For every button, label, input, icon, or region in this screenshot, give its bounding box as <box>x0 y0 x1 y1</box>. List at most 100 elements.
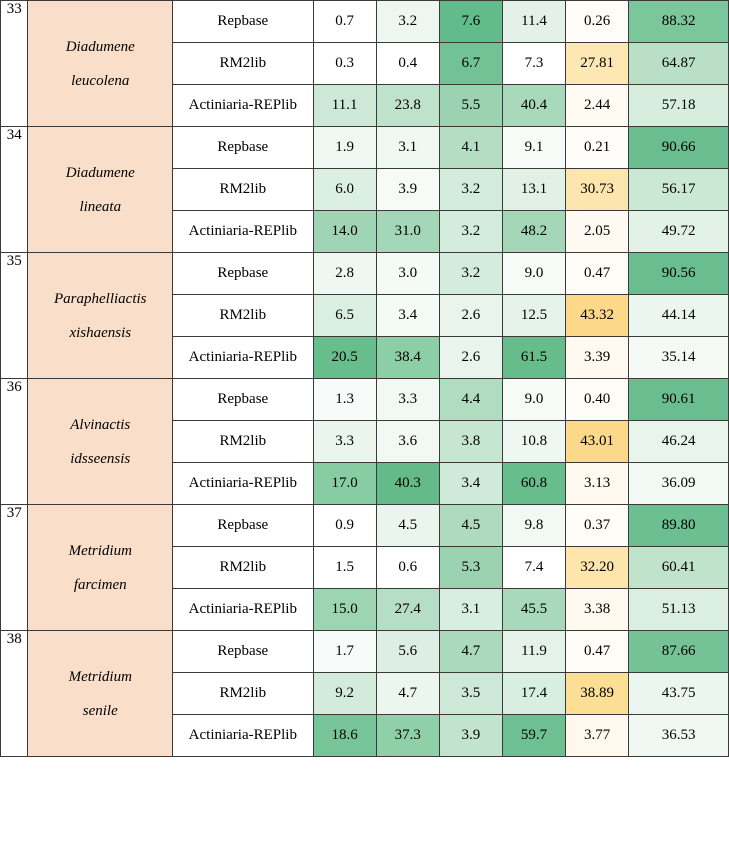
value-cell: 60.41 <box>628 546 729 589</box>
value-cell: 49.72 <box>628 210 729 253</box>
library-name: RM2lib <box>172 420 314 463</box>
library-name: RM2lib <box>172 294 314 337</box>
value-cell: 57.18 <box>628 84 729 127</box>
value-cell: 2.8 <box>312 252 377 295</box>
value-cell: 3.5 <box>438 672 503 715</box>
value-cell: 88.32 <box>628 0 729 43</box>
results-table: 33 Diadumene leucolena Repbase 0.7 3.2 7.6 11.4… <box>0 0 729 757</box>
value-cell: 43.32 <box>565 294 630 337</box>
library-name: Repbase <box>172 126 314 169</box>
value-cell: 3.3 <box>312 420 377 463</box>
value-cell: 3.1 <box>438 588 503 631</box>
row-number: 33 <box>0 0 29 127</box>
value-cell: 3.9 <box>375 168 440 211</box>
value-cell: 9.0 <box>501 378 567 421</box>
library-name: Actiniaria-REPlib <box>172 462 314 505</box>
table-row: 36 Alvinactis idsseensis Repbase 1.3 3.3 4.4 9.… <box>0 378 729 505</box>
value-cell: 3.4 <box>438 462 503 505</box>
value-cell: 4.5 <box>438 504 503 547</box>
value-cell: 4.7 <box>375 672 440 715</box>
value-cell: 56.17 <box>628 168 729 211</box>
value-cell: 3.39 <box>565 336 630 379</box>
library-name: Actiniaria-REPlib <box>172 84 314 127</box>
library-name: RM2lib <box>172 546 314 589</box>
value-cell: 3.2 <box>438 210 503 253</box>
library-name: Repbase <box>172 630 314 673</box>
table-row: Actiniaria-REPlib 18.6 37.3 3.9 59.7 3.77 36.5… <box>1 714 729 757</box>
value-cell: 3.13 <box>565 462 630 505</box>
library-name: RM2lib <box>172 168 314 211</box>
value-cell: 7.6 <box>438 0 503 43</box>
library-name: RM2lib <box>172 42 314 85</box>
value-cell: 0.47 <box>565 630 630 673</box>
value-cell: 0.21 <box>565 126 630 169</box>
table-row: 35 Paraphelliactis xishaensis Repbase 2.8 3.0… <box>0 252 729 379</box>
value-cell: 0.26 <box>565 0 630 43</box>
value-cell: 23.8 <box>375 84 440 127</box>
value-cell: 46.24 <box>628 420 729 463</box>
value-cell: 4.4 <box>438 378 503 421</box>
value-cell: 20.5 <box>312 336 377 379</box>
row-number: 38 <box>0 630 29 757</box>
table-row: Actiniaria-REPlib 17.0 40.3 3.4 60.8 3.13 36.0… <box>1 462 729 505</box>
value-cell: 60.8 <box>501 462 567 505</box>
value-cell: 3.4 <box>375 294 440 337</box>
value-cell: 40.3 <box>375 462 440 505</box>
table-row: 34 Diadumene lineata Repbase 1.9 3.1 4.1 9.1 0.2… <box>0 126 729 253</box>
species-genus: Metridium <box>68 542 132 559</box>
value-cell: 14.0 <box>312 210 377 253</box>
value-cell: 3.6 <box>375 420 440 463</box>
value-cell: 17.4 <box>501 672 567 715</box>
table-row: RM2lib 6.5 3.4 2.6 12.5 43.32 44.14 <box>1 294 729 337</box>
table-row: RM2lib 1.5 0.6 5.3 7.4 32.20 60.41 <box>1 546 729 589</box>
value-cell: 6.7 <box>438 42 503 85</box>
table-row: RM2lib 6.0 3.9 3.2 13.1 30.73 56.17 <box>1 168 729 211</box>
species-name: Metridium senile <box>27 630 174 757</box>
value-cell: 6.0 <box>312 168 377 211</box>
value-cell: 2.6 <box>438 294 503 337</box>
value-cell: 36.53 <box>628 714 729 757</box>
value-cell: 6.5 <box>312 294 377 337</box>
value-cell: 89.80 <box>628 504 729 547</box>
value-cell: 43.01 <box>565 420 630 463</box>
value-cell: 13.1 <box>501 168 567 211</box>
species-name: Paraphelliactis xishaensis <box>27 252 174 379</box>
value-cell: 0.3 <box>312 42 377 85</box>
row-number: 34 <box>0 126 29 253</box>
value-cell: 61.5 <box>501 336 567 379</box>
value-cell: 0.47 <box>565 252 630 295</box>
species-epithet: farcimen <box>73 576 127 593</box>
value-cell: 43.75 <box>628 672 729 715</box>
value-cell: 0.37 <box>565 504 630 547</box>
table-row: Actiniaria-REPlib 11.1 23.8 5.5 40.4 2.44 57.1… <box>1 84 729 127</box>
value-cell: 0.4 <box>375 42 440 85</box>
species-name: Diadumene leucolena <box>27 0 174 127</box>
value-cell: 3.8 <box>438 420 503 463</box>
table-body: 33 Diadumene leucolena Repbase 0.7 3.2 7.6 11.4… <box>0 0 729 757</box>
table-row: RM2lib 0.3 0.4 6.7 7.3 27.81 64.87 <box>1 42 729 85</box>
library-name: RM2lib <box>172 672 314 715</box>
value-cell: 18.6 <box>312 714 377 757</box>
library-name: Repbase <box>172 0 314 43</box>
value-cell: 0.40 <box>565 378 630 421</box>
table-row: Actiniaria-REPlib 14.0 31.0 3.2 48.2 2.05 49.7… <box>1 210 729 253</box>
row-number: 37 <box>0 504 29 631</box>
value-cell: 3.1 <box>375 126 440 169</box>
species-name: Metridium farcimen <box>27 504 174 631</box>
value-cell: 2.44 <box>565 84 630 127</box>
value-cell: 30.73 <box>565 168 630 211</box>
value-cell: 44.14 <box>628 294 729 337</box>
value-cell: 0.9 <box>312 504 377 547</box>
value-cell: 48.2 <box>501 210 567 253</box>
value-cell: 4.5 <box>375 504 440 547</box>
value-cell: 11.1 <box>312 84 377 127</box>
value-cell: 3.3 <box>375 378 440 421</box>
value-cell: 5.5 <box>438 84 503 127</box>
library-name: Actiniaria-REPlib <box>172 210 314 253</box>
table-row: RM2lib 3.3 3.6 3.8 10.8 43.01 46.24 <box>1 420 729 463</box>
value-cell: 7.3 <box>501 42 567 85</box>
table-row: Actiniaria-REPlib 15.0 27.4 3.1 45.5 3.38 51.1… <box>1 588 729 631</box>
table-row: 33 Diadumene leucolena Repbase 0.7 3.2 7.6 11.4… <box>0 0 729 127</box>
value-cell: 10.8 <box>501 420 567 463</box>
value-cell: 38.89 <box>565 672 630 715</box>
